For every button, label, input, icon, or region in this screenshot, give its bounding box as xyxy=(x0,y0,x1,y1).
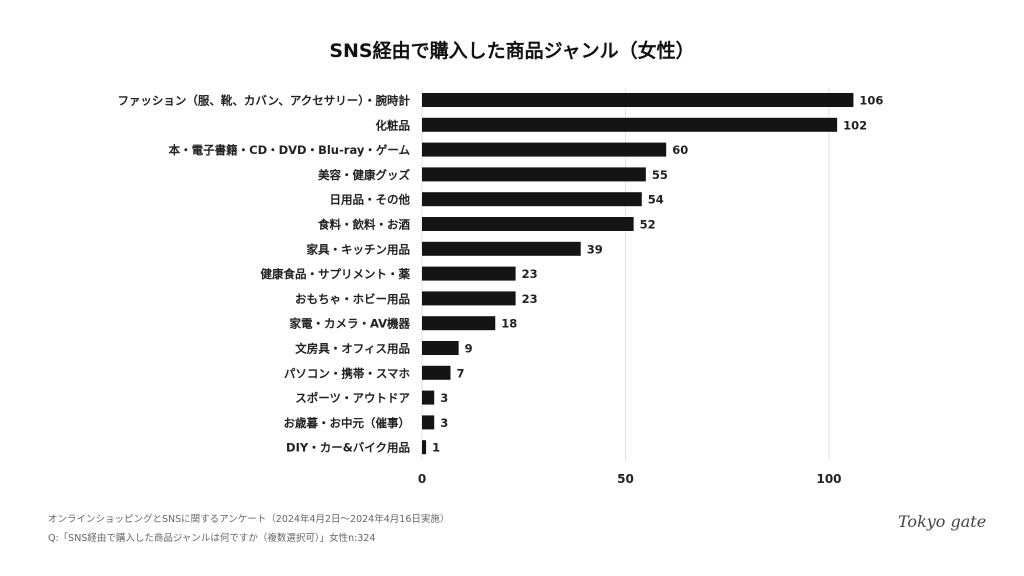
x-tick-label: 0 xyxy=(418,472,426,486)
category-label: お歳暮・お中元（催事） xyxy=(284,416,411,430)
bar xyxy=(422,241,581,256)
bar xyxy=(422,142,667,157)
category-label: ファッション（服、靴、カバン、アクセサリー）・腕時計 xyxy=(117,94,410,108)
category-label: 家電・カメラ・AV機器 xyxy=(289,317,410,331)
category-label: 家具・キッチン用品 xyxy=(307,242,411,256)
bar xyxy=(422,291,516,306)
data-label: 23 xyxy=(522,267,538,281)
category-label: DIY・カー&バイク用品 xyxy=(286,441,410,455)
data-label: 23 xyxy=(522,292,538,306)
bar xyxy=(422,217,634,231)
data-label: 52 xyxy=(640,218,656,232)
category-label: スポーツ・アウトドア xyxy=(295,391,410,405)
data-label: 102 xyxy=(843,118,867,132)
bar xyxy=(422,192,642,207)
bar xyxy=(422,167,646,182)
data-label: 1 xyxy=(432,441,440,455)
bar xyxy=(422,117,838,132)
data-label: 3 xyxy=(440,416,448,430)
category-label: 美容・健康グッズ xyxy=(318,168,410,182)
x-tick-label: 100 xyxy=(816,472,841,486)
category-label: 文房具・オフィス用品 xyxy=(295,342,410,356)
data-label: 39 xyxy=(587,242,603,256)
data-label: 106 xyxy=(859,94,883,108)
category-label: 日用品・その他 xyxy=(330,193,411,207)
data-label: 18 xyxy=(501,317,517,331)
bar xyxy=(422,316,496,331)
logo: Tokyo gate xyxy=(898,512,987,531)
category-label: 食料・飲料・お酒 xyxy=(318,218,410,232)
bar xyxy=(422,365,451,380)
category-label: おもちゃ・ホビー用品 xyxy=(295,292,410,306)
chart-title: SNS経由で購入した商品ジャンル（女性） xyxy=(329,40,695,62)
bar xyxy=(422,440,427,455)
category-label: パソコン・携帯・スマホ xyxy=(284,366,411,380)
source-note: オンラインショッピングとSNSに関するアンケート（2024年4月2日〜2024年… xyxy=(48,514,450,525)
data-label: 7 xyxy=(456,366,464,380)
x-tick-label: 50 xyxy=(617,472,634,486)
category-label: 化粧品 xyxy=(376,118,411,132)
bar xyxy=(422,341,459,355)
bar xyxy=(422,93,854,107)
bar xyxy=(422,390,435,405)
category-label: 健康食品・サプリメント・薬 xyxy=(261,267,411,281)
question-note: Q:「SNS経由で購入した商品ジャンルは何ですか（複数選択可）」女性n:324 xyxy=(48,533,376,544)
bar xyxy=(422,415,435,430)
category-label: 本・電子書籍・CD・DVD・Blu-ray・ゲーム xyxy=(169,143,411,157)
bar xyxy=(422,266,516,281)
data-label: 55 xyxy=(652,168,668,182)
data-label: 60 xyxy=(672,143,688,157)
data-label: 3 xyxy=(440,391,448,405)
data-label: 9 xyxy=(465,342,473,356)
data-label: 54 xyxy=(648,193,664,207)
